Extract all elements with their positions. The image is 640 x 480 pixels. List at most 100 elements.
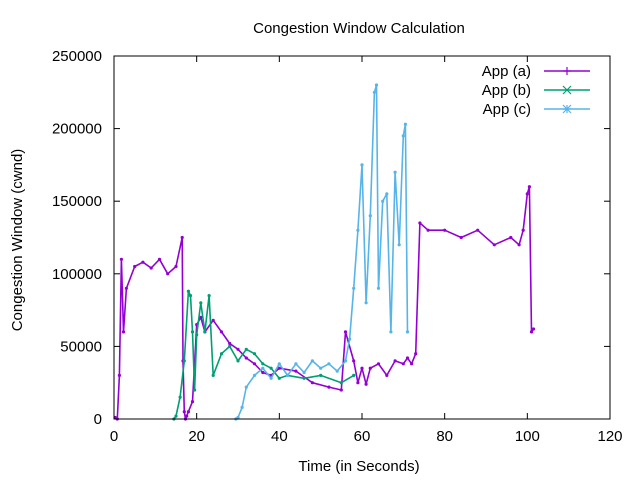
y-tick-label: 250000 <box>52 48 102 65</box>
data-point <box>178 395 182 399</box>
data-point <box>335 369 339 373</box>
legend-marker <box>563 67 571 75</box>
data-point <box>236 415 240 420</box>
data-point <box>381 199 385 203</box>
data-point <box>389 330 393 334</box>
data-point <box>199 315 203 319</box>
data-point <box>261 362 265 366</box>
legend-label: App (a) <box>482 63 531 80</box>
data-point <box>360 366 364 370</box>
data-point <box>174 414 178 418</box>
data-point <box>261 370 265 375</box>
data-point <box>385 192 389 196</box>
data-point <box>182 359 186 363</box>
data-point <box>269 366 273 370</box>
x-tick-label: 60 <box>354 428 371 445</box>
data-point <box>252 352 257 356</box>
data-point <box>174 264 178 269</box>
x-tick-label: 100 <box>515 428 540 445</box>
data-point <box>269 376 273 380</box>
data-point <box>117 373 121 377</box>
legend-label: App (c) <box>483 101 531 118</box>
y-tick-label: 50000 <box>60 338 102 355</box>
data-point <box>207 294 211 298</box>
data-point <box>356 228 360 232</box>
data-point <box>190 330 195 334</box>
chart-title: Congestion Window Calculation <box>253 20 465 37</box>
data-point <box>352 373 356 377</box>
data-point <box>190 400 195 404</box>
data-point <box>186 289 190 293</box>
data-point <box>360 163 364 167</box>
data-point <box>529 330 534 334</box>
data-point <box>121 330 126 334</box>
data-point <box>186 410 190 414</box>
data-point <box>443 228 447 232</box>
y-tick-label: 100000 <box>52 266 102 283</box>
data-point <box>286 373 290 377</box>
x-tick-label: 40 <box>271 428 288 445</box>
x-tick-label: 120 <box>597 428 622 445</box>
data-point <box>368 214 372 218</box>
data-point <box>527 185 532 189</box>
y-axis-label: Congestion Window (cwnd) <box>9 149 26 332</box>
data-point <box>133 264 137 269</box>
data-point <box>525 192 529 196</box>
data-point <box>319 373 323 377</box>
x-tick-label: 0 <box>110 428 118 445</box>
data-point <box>277 362 281 366</box>
data-point <box>509 235 513 240</box>
data-point <box>339 388 343 392</box>
legend-label: App (b) <box>482 82 531 99</box>
data-point <box>185 414 189 418</box>
data-point <box>343 359 348 363</box>
series-line-2 <box>173 290 355 420</box>
data-point <box>476 228 480 232</box>
data-point <box>352 286 356 290</box>
data-point <box>376 362 381 366</box>
plot-area <box>113 83 536 421</box>
data-point <box>356 381 360 385</box>
data-point <box>310 359 314 363</box>
data-point <box>302 370 306 375</box>
data-point <box>393 359 397 363</box>
data-point <box>244 356 248 360</box>
x-axis: 0 20 40 60 80 100 120 <box>110 56 623 445</box>
data-point <box>364 301 368 305</box>
data-point <box>517 243 521 247</box>
data-point <box>124 286 128 290</box>
data-point <box>219 330 224 334</box>
data-point <box>211 373 215 377</box>
data-point <box>352 359 356 363</box>
data-point <box>240 405 244 409</box>
data-point <box>339 381 343 385</box>
data-point <box>327 385 331 389</box>
y-tick-label: 150000 <box>52 193 102 210</box>
data-point <box>252 373 257 377</box>
data-point <box>195 333 199 337</box>
data-point <box>393 170 397 174</box>
series-line-1 <box>114 185 535 420</box>
data-point <box>327 362 331 366</box>
data-point <box>180 235 184 240</box>
data-point <box>319 366 323 370</box>
plot-frame <box>113 55 611 420</box>
data-point <box>372 90 376 94</box>
legend: App (a) App (b) App (c) <box>482 63 590 118</box>
data-point <box>236 347 240 351</box>
data-point <box>294 369 298 373</box>
data-point <box>426 228 430 232</box>
data-point <box>149 266 153 270</box>
data-point <box>531 327 536 331</box>
data-point <box>199 301 203 305</box>
data-point <box>414 352 418 356</box>
data-point <box>368 366 372 370</box>
data-point <box>188 294 193 298</box>
data-point <box>410 362 414 366</box>
y-tick-label: 0 <box>94 411 102 428</box>
data-point <box>403 122 407 126</box>
data-point <box>219 352 224 356</box>
data-point <box>418 221 422 225</box>
data-point <box>348 337 352 341</box>
